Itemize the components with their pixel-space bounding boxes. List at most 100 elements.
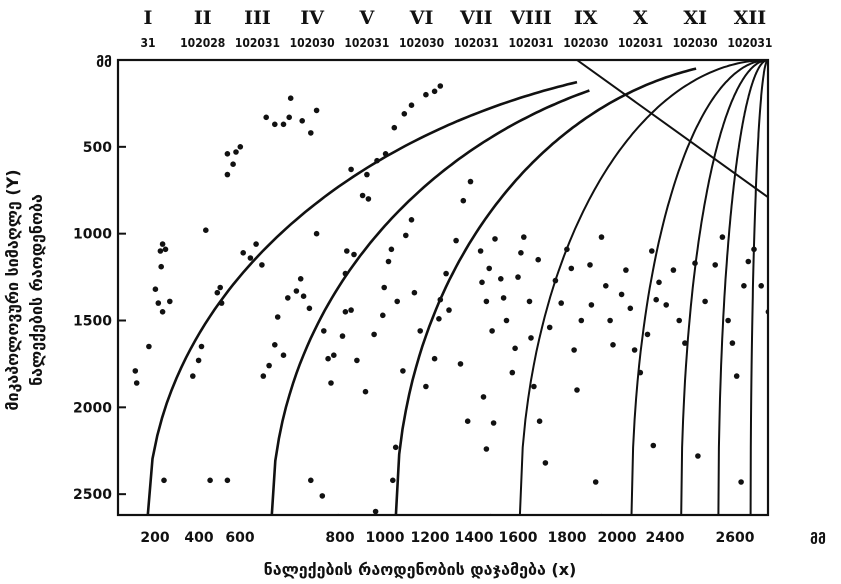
data-point [158, 263, 164, 270]
data-point [306, 305, 313, 312]
data-point [488, 513, 493, 515]
data-point [618, 291, 625, 298]
data-point [293, 288, 300, 294]
y-tick-label: 1500 [73, 313, 112, 329]
y-axis-unit: მმ [96, 55, 112, 71]
data-point [719, 234, 726, 240]
data-point [224, 151, 231, 157]
data-point [321, 328, 327, 334]
data-point [477, 248, 484, 254]
data-point [599, 513, 604, 515]
data-point [431, 355, 438, 362]
data-point [644, 331, 651, 338]
data-point [313, 107, 320, 114]
data-point [464, 418, 471, 425]
contour-curve-8 [749, 60, 768, 515]
x-tick-label: 1800 [548, 530, 587, 546]
x-tick-label: 1400 [455, 530, 494, 546]
data-point [492, 236, 498, 242]
data-point [218, 300, 225, 306]
plot-frame [116, 58, 770, 517]
data-point [423, 91, 429, 98]
data-point [490, 420, 497, 426]
data-point [217, 284, 223, 291]
data-point [325, 355, 331, 362]
data-point [627, 305, 634, 312]
data-point [391, 124, 398, 131]
data-point [489, 328, 495, 334]
boundary-line [576, 60, 768, 199]
data-point [159, 309, 166, 315]
data-point [371, 331, 377, 338]
data-point [682, 340, 688, 346]
data-point [515, 274, 521, 280]
data-point [237, 144, 244, 150]
data-point [725, 317, 731, 324]
data-point [382, 151, 389, 157]
data-point [285, 295, 291, 301]
data-point [568, 265, 575, 272]
data-point [167, 298, 173, 305]
data-point [207, 477, 213, 484]
data-point [146, 343, 152, 350]
month-label-4: IV [300, 7, 325, 29]
month-days-12: 102031 [727, 36, 772, 50]
data-point [162, 246, 169, 253]
y-axis-title-line1: მიკაპოლოვური სიმაღლე (Y) [3, 169, 22, 410]
data-point [308, 477, 314, 484]
data-point [564, 246, 570, 253]
data-point [157, 248, 164, 254]
y-axis-title-line2: ნალექების რაოდენობა [27, 194, 46, 386]
data-point [623, 267, 629, 273]
data-point [359, 192, 366, 199]
data-point [483, 446, 490, 452]
data-point [253, 241, 259, 247]
data-point [403, 232, 409, 239]
data-point [259, 262, 265, 268]
data-point [344, 248, 350, 254]
y-tick-label: 2000 [73, 400, 112, 416]
data-point [240, 250, 246, 256]
data-point [598, 234, 605, 240]
data-point [233, 149, 239, 155]
data-point [741, 283, 747, 289]
data-point [286, 114, 293, 121]
data-point [512, 345, 518, 352]
data-point [733, 373, 740, 379]
x-axis-unit: მმ [810, 532, 826, 548]
data-point [758, 283, 764, 289]
data-point [771, 339, 777, 345]
month-label-5: V [358, 7, 375, 29]
data-point [247, 255, 254, 261]
data-point [224, 477, 231, 484]
data-point [446, 307, 452, 313]
data-point [381, 284, 388, 291]
data-point [526, 298, 533, 305]
month-days-6: 102030 [399, 36, 444, 50]
data-point [299, 118, 306, 124]
data-point [631, 347, 638, 353]
month-label-10: X [633, 7, 648, 29]
data-point [260, 373, 267, 379]
contour-curve-4 [518, 60, 768, 515]
data-point [503, 317, 510, 324]
month-days-1: 31 [140, 36, 155, 50]
x-axis: 200 400 600 800 1000 1200 1400 1600 1800 2000 2400… [140, 530, 754, 546]
data-point [328, 380, 334, 386]
data-point [348, 166, 354, 173]
data-point [535, 256, 541, 263]
y-tick-label: 2500 [73, 487, 112, 503]
data-point [480, 394, 487, 400]
data-point [392, 444, 399, 451]
contour-curve-1 [146, 80, 578, 515]
data-point [663, 302, 669, 308]
data-point [365, 196, 372, 202]
data-point [362, 388, 369, 395]
data-point [650, 442, 657, 449]
data-point [712, 262, 718, 268]
data-point [656, 279, 662, 286]
data-point [571, 347, 577, 353]
month-label-9: IX [574, 7, 598, 29]
data-point [692, 260, 698, 267]
data-point [558, 300, 564, 306]
